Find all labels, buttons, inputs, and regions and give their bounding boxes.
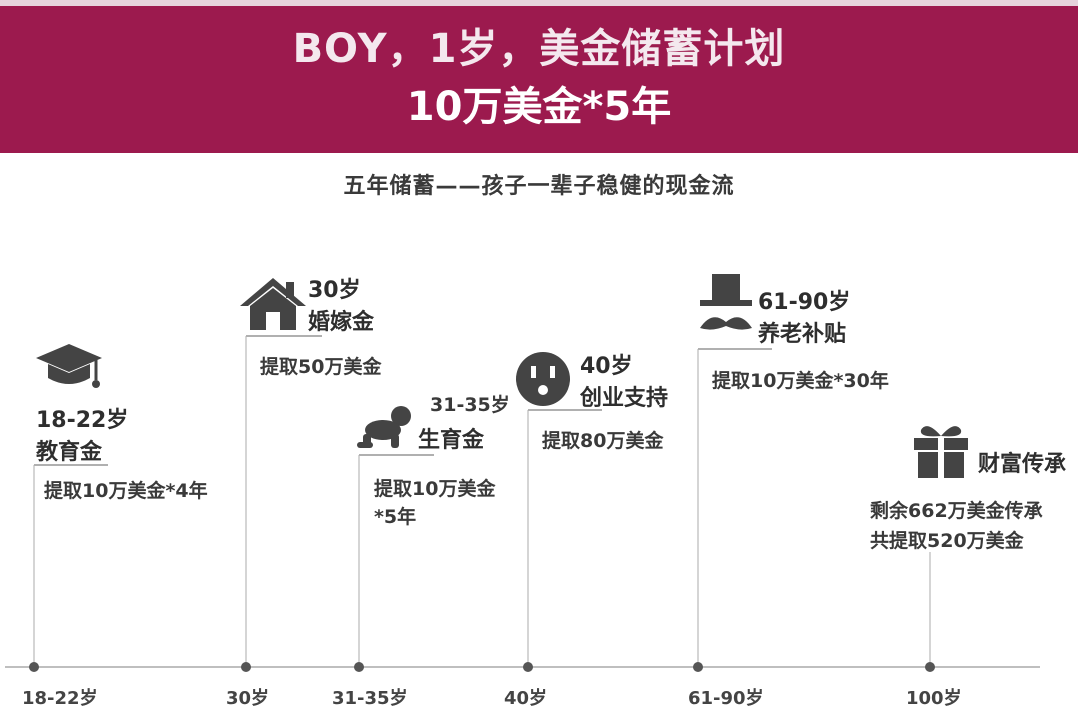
graduation-cap-icon: [36, 344, 102, 388]
axis-dot-4: [523, 662, 533, 672]
milestone-3-name: 生育金: [418, 428, 485, 453]
milestone-5-name: 养老补贴: [758, 322, 847, 347]
milestone-3-amount-line2: *5年: [374, 506, 417, 528]
header-banner: [0, 0, 1078, 153]
milestone-1-age: 18-22岁: [36, 408, 129, 433]
milestone-4-age: 40岁: [580, 354, 633, 379]
page-subtitle: 10万美金*5年: [406, 84, 672, 130]
axis-label-2: 30岁: [226, 688, 270, 709]
axis-label-1: 18-22岁: [22, 688, 98, 709]
milestone-3-age: 31-35岁: [430, 394, 510, 416]
milestone-1-amount: 提取10万美金*4年: [44, 480, 208, 502]
house-icon: [240, 278, 306, 330]
axis-dot-5: [693, 662, 703, 672]
milestone-6-amount-line2: 共提取520万美金: [870, 530, 1024, 552]
axis-dot-1: [29, 662, 39, 672]
milestone-4-amount: 提取80万美金: [542, 430, 664, 452]
gift-box-icon: [914, 426, 968, 478]
milestone-2-age: 30岁: [308, 278, 361, 303]
milestone-6-amount-line1: 剩余662万美金传承: [870, 500, 1043, 522]
top-hat-mustache-icon: [700, 274, 752, 330]
axis-label-6: 100岁: [906, 688, 962, 709]
milestone-1-name: 教育金: [36, 440, 103, 465]
milestone-4-name: 创业支持: [580, 386, 669, 411]
power-plug-icon: [516, 352, 570, 406]
tagline: 五年储蓄——孩子一辈子稳健的现金流: [343, 174, 735, 199]
axis-dot-6: [925, 662, 935, 672]
axis-label-3: 31-35岁: [332, 688, 408, 709]
axis-label-5: 61-90岁: [688, 688, 764, 709]
milestone-3-amount-line1: 提取10万美金: [374, 478, 496, 500]
axis-dot-2: [241, 662, 251, 672]
milestone-2-amount: 提取50万美金: [260, 356, 382, 378]
milestone-5-amount: 提取10万美金*30年: [712, 370, 889, 392]
milestone-6-name: 财富传承: [978, 452, 1067, 477]
page-title: BOY，1岁，美金储蓄计划: [292, 26, 786, 72]
axis-label-4: 40岁: [504, 688, 548, 709]
milestone-2-name: 婚嫁金: [308, 310, 375, 335]
crawling-baby-icon: [357, 406, 411, 448]
axis-dot-3: [354, 662, 364, 672]
milestone-5-age: 61-90岁: [758, 290, 851, 315]
